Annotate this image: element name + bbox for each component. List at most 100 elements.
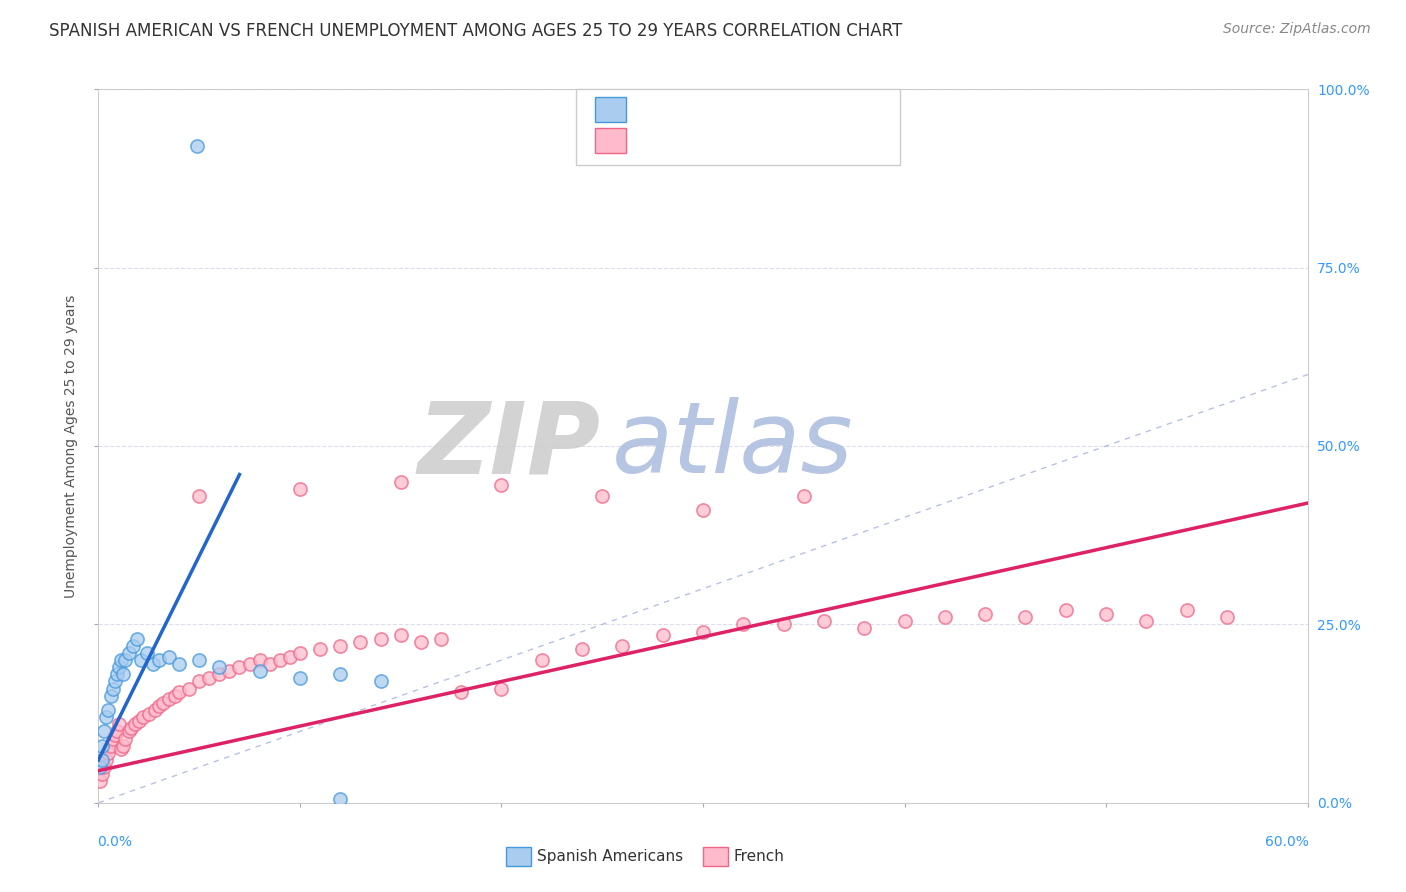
Point <box>135 646 157 660</box>
Point <box>118 724 141 739</box>
Point <box>389 628 412 642</box>
Point <box>110 742 132 756</box>
Point <box>138 706 160 721</box>
Point <box>1216 610 1239 624</box>
Text: 60.0%: 60.0% <box>1265 835 1309 849</box>
Point <box>651 628 673 642</box>
Text: 0.632: 0.632 <box>679 131 731 149</box>
Text: 71: 71 <box>780 131 803 149</box>
Point <box>179 681 201 696</box>
Point <box>974 607 997 621</box>
Point <box>110 653 132 667</box>
Point <box>370 632 392 646</box>
Point <box>128 714 150 728</box>
Point <box>114 731 136 746</box>
Point <box>1175 603 1198 617</box>
Point <box>208 667 231 681</box>
Text: 0.456: 0.456 <box>679 101 731 119</box>
Point <box>430 632 453 646</box>
Point <box>259 657 281 671</box>
Point <box>491 681 513 696</box>
Point <box>132 710 155 724</box>
Point <box>208 660 231 674</box>
Point <box>186 139 208 153</box>
Point <box>120 721 142 735</box>
Point <box>129 653 152 667</box>
Point <box>188 489 211 503</box>
Point <box>89 760 111 774</box>
Point <box>101 681 124 696</box>
Point <box>142 657 165 671</box>
Point <box>571 642 593 657</box>
Point <box>105 667 128 681</box>
Point <box>101 731 124 746</box>
Text: N =: N = <box>738 101 775 119</box>
Point <box>143 703 166 717</box>
Text: SPANISH AMERICAN VS FRENCH UNEMPLOYMENT AMONG AGES 25 TO 29 YEARS CORRELATION CH: SPANISH AMERICAN VS FRENCH UNEMPLOYMENT … <box>49 22 903 40</box>
Point <box>893 614 915 628</box>
Text: R =: R = <box>634 131 671 149</box>
Point <box>491 478 513 492</box>
Point <box>124 717 146 731</box>
Point <box>152 696 174 710</box>
Point <box>93 760 115 774</box>
Point <box>100 739 122 753</box>
Text: 0.0%: 0.0% <box>97 835 132 849</box>
Point <box>853 621 876 635</box>
Point <box>329 792 352 806</box>
Point <box>309 642 332 657</box>
Point <box>125 632 148 646</box>
Point <box>1054 603 1077 617</box>
Point <box>329 639 352 653</box>
Point <box>163 689 186 703</box>
Point <box>148 653 170 667</box>
Point <box>249 653 271 667</box>
Point <box>772 617 794 632</box>
Point <box>96 753 118 767</box>
Point <box>288 646 311 660</box>
Point <box>148 699 170 714</box>
Point <box>370 674 392 689</box>
Point <box>329 667 352 681</box>
Point <box>107 717 129 731</box>
Point <box>278 649 301 664</box>
Point <box>188 653 211 667</box>
Text: French: French <box>734 849 785 863</box>
Point <box>100 689 122 703</box>
Point <box>288 482 311 496</box>
Point <box>692 503 714 517</box>
Point <box>249 664 271 678</box>
Point <box>733 617 755 632</box>
Point <box>1095 607 1118 621</box>
Text: atlas: atlas <box>613 398 853 494</box>
Point <box>218 664 240 678</box>
Text: Spanish Americans: Spanish Americans <box>537 849 683 863</box>
Point <box>121 639 143 653</box>
Point <box>349 635 371 649</box>
Text: ZIP: ZIP <box>418 398 600 494</box>
Point <box>111 739 134 753</box>
Point <box>91 753 114 767</box>
Point <box>105 724 128 739</box>
Point <box>167 657 190 671</box>
Point <box>1135 614 1157 628</box>
Point <box>188 674 211 689</box>
Point <box>91 739 114 753</box>
Point <box>97 703 120 717</box>
Text: R =: R = <box>634 101 671 119</box>
Point <box>450 685 472 699</box>
Point <box>103 674 125 689</box>
Point <box>111 667 134 681</box>
Point <box>157 692 180 706</box>
Point <box>91 767 114 781</box>
Point <box>93 724 115 739</box>
Point <box>269 653 291 667</box>
Point <box>114 653 136 667</box>
Point <box>793 489 815 503</box>
Point <box>107 660 129 674</box>
Text: Source: ZipAtlas.com: Source: ZipAtlas.com <box>1223 22 1371 37</box>
Point <box>409 635 432 649</box>
Point <box>612 639 634 653</box>
Point <box>167 685 190 699</box>
Point <box>96 710 118 724</box>
